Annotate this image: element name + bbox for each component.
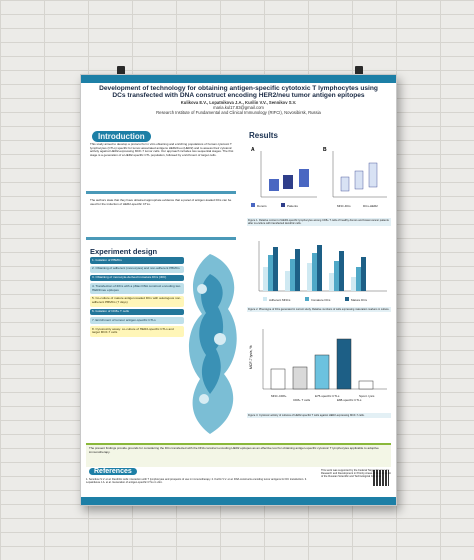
qr-code-icon [373, 470, 389, 486]
left-column: Introduction This study aimed to develop… [86, 129, 241, 441]
box-mnc [340, 176, 350, 192]
title-box: Development of technology for obtaining … [86, 83, 391, 127]
panel-a-label: A [251, 147, 255, 153]
section-divider [86, 191, 236, 194]
poster-authors: Kulikova E.V., Lopatnikova J.A., Kurilin… [86, 100, 391, 105]
bar-e88 [336, 338, 352, 390]
step-6: 6. Isolation of CD8+ T cells [90, 308, 184, 316]
step-1: 1. Isolation of PBMCs [90, 257, 184, 264]
bar-cd8 [292, 366, 308, 390]
references-heading: References [89, 468, 137, 475]
poster: Development of technology for obtaining … [80, 74, 397, 506]
chart-c: Adherent MNCs Immature DCs Mature DCs [247, 237, 391, 305]
introduction-heading: Introduction [92, 131, 151, 142]
references-text: 1. Sennikov S.V. et al. Dendritic cells:… [86, 478, 307, 485]
section-divider-2 [86, 237, 236, 240]
results-heading: Results [249, 131, 278, 140]
figure-1-caption: Figure 1. Relative content of HER2-speci… [247, 218, 391, 227]
cell-illustration [188, 254, 237, 434]
box-dc-1 [354, 170, 364, 190]
legend-donors: Donors [257, 204, 267, 208]
experiment-summary: The authors state that they have obtaine… [90, 198, 232, 206]
bar-mnc [270, 368, 286, 390]
poster-email: maria.kul17.83@gmail.com [213, 104, 264, 110]
step-3: 3. Obtaining of monocyte-derived immatur… [90, 274, 184, 282]
panel-b-label: B [323, 147, 327, 153]
legend-mature: Mature DCs [351, 298, 368, 302]
cat-1: MNC-CD8+ [271, 394, 287, 398]
introduction-text: This study aimed to develop a protocol f… [90, 142, 234, 157]
step-8: 8. Cytotoxicity assay: co-culture of HER… [90, 326, 184, 337]
experiment-steps: 1. Isolation of PBMCs 2. Obtaining of ad… [90, 257, 184, 339]
legend-immature: Immature DCs [311, 298, 331, 302]
right-clip [355, 66, 363, 75]
box-dc-2 [368, 162, 378, 188]
poster-institute: Research Institute of Fundamental and Cl… [156, 109, 321, 115]
step-5: 5. Co-culture of mature antigen-loaded D… [90, 295, 184, 307]
chart-d: MCF-7 lysis, % MNC-CD8+ CD8+ T cells E75… [247, 325, 391, 409]
step-2: 2. Obtaining of adherent (monocytes) and… [90, 265, 184, 273]
cat-2: CD8+ T cells [293, 398, 311, 402]
bar-e75 [314, 354, 330, 390]
legend-mnc: MNC-DCs [337, 204, 351, 208]
step-7: 7. Enrichment of tumour antigen-specific… [90, 317, 184, 325]
box-patients-1 [283, 175, 293, 189]
poster-bottom-band [81, 497, 396, 505]
acknowledgement-text: This work was supported by the Federal T… [321, 469, 391, 479]
conclusion-text: The present findings provide grounds for… [86, 443, 391, 467]
chart-a-b: A B Donors Patients MNC-DCs DCs-HER2 [247, 145, 391, 217]
chart-d-ylabel: MCF-7 lysis, % [249, 345, 253, 369]
box-donors-2 [299, 169, 309, 187]
authors-names: Kulikova E.V., Lopatnikova J.A., Kurilin… [180, 99, 297, 105]
step-4: 4. Transfection of iDCs with a pMax DNA … [90, 283, 184, 294]
figure-2-caption: Figure 2. Phenotype of DCs generated in … [247, 307, 391, 313]
left-clip [117, 66, 125, 75]
cat-3: E75-specific CTLs [315, 394, 340, 398]
legend-adherent: Adherent MNCs [269, 298, 291, 302]
cat-4: E88-specific CTLs [337, 398, 362, 402]
experiment-heading: Experiment design [90, 247, 158, 256]
bar-spont [358, 380, 374, 390]
figure-3-caption: Figure 3. Cytotoxic activity of cultures… [247, 413, 391, 419]
cat-5: Spont. lysis [359, 394, 375, 398]
chart-c-bars [263, 245, 366, 291]
poster-top-band [81, 75, 396, 83]
box-donors-1 [269, 179, 279, 191]
poster-title: Development of technology for obtaining … [99, 85, 378, 100]
legend-patients: Patients [287, 204, 298, 208]
legend-dc-her2: DCs-HER2 [363, 204, 378, 208]
